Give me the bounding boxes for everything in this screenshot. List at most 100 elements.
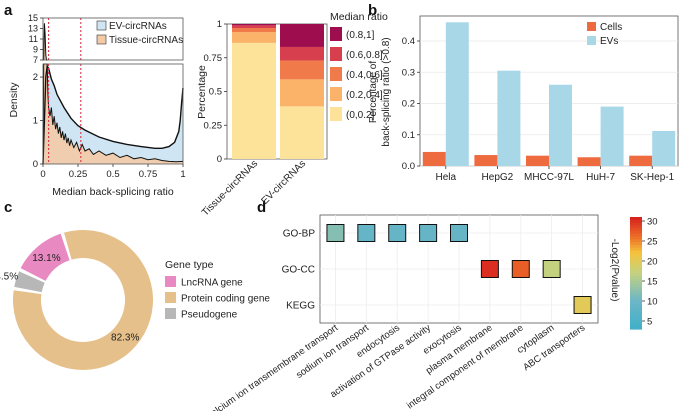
bar-cells — [526, 155, 549, 166]
bar-evs — [497, 70, 521, 166]
legend-swatch-evs — [587, 36, 596, 45]
panel-label-a: a — [4, 2, 13, 19]
stacked-legend-swatch — [330, 67, 342, 81]
stacked-legend-label: (0.2,0.4] — [346, 90, 383, 101]
colorbar-segment — [630, 317, 642, 322]
colorbar-tick-label: 20 — [647, 257, 658, 268]
colorbar-segment — [630, 287, 642, 291]
colorbar-segment — [630, 225, 642, 229]
stacked-bar-segment — [232, 25, 276, 29]
donut-legend-swatch — [165, 276, 176, 287]
colorbar-segment — [630, 247, 642, 252]
bar-y-tick-label: 0.1 — [402, 130, 415, 141]
colorbar-segment — [630, 219, 642, 224]
gene-type-donut-chart: 13.1% 82.3% 4.5% Gene type LncRNA gene Prot… — [0, 229, 270, 370]
stacked-bar-segment — [280, 106, 324, 159]
bar-ylabel-line2: back-splicing ratio (>0.8) — [381, 37, 392, 146]
density-upper-y-tick-label: 13 — [28, 24, 38, 34]
legend-tissue: Tissue-circRNAs — [109, 35, 183, 46]
colorbar-segment — [630, 315, 642, 319]
stacked-bar-segment — [232, 32, 276, 43]
colorbar-label: -Log2(Pvalue) — [609, 239, 620, 302]
colorbar-segment — [630, 217, 642, 221]
enrichment-point — [542, 260, 561, 278]
bar-cells — [629, 155, 653, 166]
bar-x-tick-label: MHCC-97L — [524, 172, 574, 183]
colorbar-segment — [630, 301, 642, 305]
donut-slice-label: 13.1% — [32, 253, 60, 264]
stacked-bar-segment — [232, 24, 276, 26]
density-upper-y-tick-label: 7 — [33, 55, 38, 65]
colorbar-segment — [630, 261, 642, 266]
legend-swatch-cells — [587, 22, 596, 31]
donut-slice-label: 4.5% — [0, 271, 18, 282]
colorbar-segment — [630, 281, 642, 285]
stacked-bar-segment — [232, 42, 276, 159]
density-upper-y-tick-label: 11 — [29, 34, 38, 44]
density-upper-y-tick-label: 15 — [28, 13, 38, 23]
bar-y-tick-label: 0.0 — [402, 161, 415, 172]
bar-x-tick-label: Hela — [436, 172, 457, 183]
stacked-x-tick-label: Tissue-circRNAs — [200, 158, 260, 218]
tissue-density-area — [43, 64, 183, 164]
colorbar-segment — [630, 231, 642, 235]
density-lower-y-tick-label: 1 — [33, 116, 38, 127]
bar-y-tick-label: 0.3 — [402, 67, 415, 78]
stacked-y-tick-label: 1 — [217, 19, 222, 30]
ev-density-line — [42, 64, 184, 165]
stacked-ylabel: Percentage — [196, 65, 208, 119]
colorbar-segment — [630, 273, 642, 277]
legend-cells: Cells — [600, 22, 622, 33]
stacked-legend-title: Median ratio — [330, 11, 388, 23]
stacked-bar-segment — [280, 79, 324, 107]
density-xlabel: Median back-splicing ratio — [52, 186, 174, 198]
bar-evs — [600, 106, 624, 166]
colorbar-segment — [630, 253, 642, 257]
enrichment-point — [357, 224, 376, 242]
stacked-legend-swatch — [330, 107, 342, 121]
donut-slice-label: 82.3% — [111, 332, 139, 343]
colorbar-segment — [630, 289, 642, 294]
density-x-tick-label: 0.75 — [139, 169, 158, 180]
colorbar-segment — [630, 284, 642, 288]
colorbar-tick-label: 30 — [647, 217, 658, 228]
tissue-density-line — [42, 63, 184, 165]
colorbar-segment — [630, 312, 642, 316]
legend-swatch-ev — [96, 20, 107, 31]
enrichment-row-label: GO-CC — [282, 265, 315, 276]
density-lower-y-tick-label: 0 — [33, 159, 38, 170]
enrichment-point — [326, 224, 345, 242]
colorbar-segment — [630, 239, 642, 243]
donut-legend-label: Pseudogene — [181, 310, 238, 321]
legend-evs: EVs — [600, 36, 618, 47]
colorbar-segment — [630, 233, 642, 238]
donut-slice — [14, 271, 45, 293]
donut-legend-swatch — [165, 308, 176, 319]
panel-label-b: b — [368, 2, 377, 19]
colorbar-tick-label: 15 — [647, 277, 658, 288]
bar-evs — [445, 22, 469, 166]
stacked-bar-segment — [280, 24, 324, 47]
density-lower-y-tick-label: 2 — [33, 72, 38, 83]
stacked-bar-chart: Tissue-circRNAs EV-circRNAs 0 0.25 0.5 0.75 1… — [196, 11, 388, 219]
bar-ylabel-line1: Percentage of — [368, 61, 379, 123]
stacked-legend-swatch — [330, 87, 342, 101]
enrichment-point — [450, 224, 468, 242]
density-x-tick-label: 1 — [180, 169, 185, 180]
donut-legend-label: LncRNA gene — [181, 278, 243, 289]
stacked-y-tick-label: 0 — [217, 154, 222, 165]
stacked-legend-swatch — [330, 27, 342, 41]
colorbar-segment — [630, 278, 642, 282]
donut-legend-label: Protein coding gene — [181, 294, 270, 305]
bar-cells — [577, 157, 601, 166]
panel-label-d: d — [257, 199, 266, 216]
colorbar-segment — [630, 295, 642, 299]
stacked-legend-label: (0.4,0.6] — [346, 70, 383, 81]
bar-evs — [549, 84, 572, 166]
colorbar-segment — [630, 228, 642, 232]
donut-legend-title: Gene type — [165, 259, 214, 271]
colorbar-segment — [630, 298, 642, 302]
colorbar-segment — [630, 222, 642, 226]
colorbar-segment — [630, 245, 642, 249]
